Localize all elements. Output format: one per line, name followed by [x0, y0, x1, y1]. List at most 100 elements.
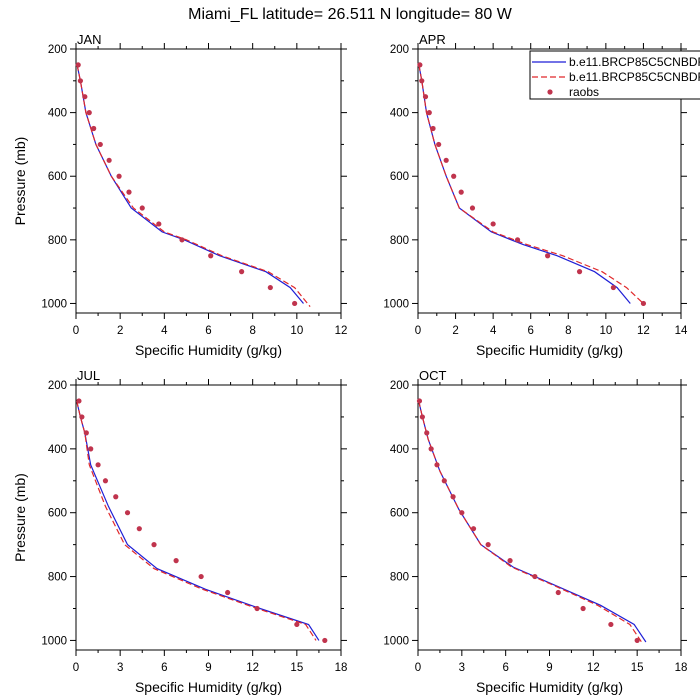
- y-tick-label: 400: [390, 108, 409, 120]
- legend-label: raobs: [569, 85, 599, 99]
- raobs-point: [173, 558, 179, 564]
- raobs-point: [608, 621, 614, 628]
- raobs-point: [136, 526, 142, 532]
- raobs-point: [139, 205, 145, 211]
- x-tick-label: 12: [587, 662, 600, 674]
- raobs-point: [156, 221, 162, 227]
- x-tick-label: 12: [637, 325, 650, 337]
- raobs-point: [116, 173, 122, 179]
- x-tick-label: 0: [73, 662, 79, 674]
- raobs-point: [459, 510, 465, 516]
- series-line-solid: [418, 64, 631, 304]
- raobs-point: [507, 558, 513, 564]
- panel-jan: JAN 0 2 4 6 8 10 12 200 400 600 800 1000 Specific Hum…: [12, 32, 347, 358]
- x-axis-label: Specific Humidity (g/kg): [135, 679, 282, 695]
- raobs-point: [441, 478, 447, 484]
- raobs-point: [555, 589, 561, 596]
- raobs-point: [422, 94, 429, 100]
- raobs-point: [576, 269, 583, 275]
- x-tick-label: 12: [246, 662, 259, 674]
- raobs-point: [88, 446, 94, 452]
- x-tick-label: 6: [161, 662, 167, 674]
- y-tick-label: 800: [390, 235, 409, 247]
- x-tick-label: 15: [290, 662, 303, 674]
- raobs-point: [126, 189, 132, 195]
- raobs-point: [634, 637, 640, 644]
- series-raobs: [75, 62, 298, 307]
- y-tick-label: 600: [390, 171, 409, 183]
- raobs-point: [106, 157, 112, 163]
- raobs-point: [416, 398, 423, 404]
- raobs-point: [490, 221, 496, 227]
- y-tick-label: 1000: [383, 635, 409, 647]
- plot-frame: [75, 48, 342, 314]
- raobs-point: [430, 125, 436, 132]
- series-line-solid: [76, 64, 304, 304]
- legend-label: b.e11.BRCP85C5CNBDRD: [569, 55, 700, 69]
- legend-box: [529, 50, 700, 100]
- y-tick-label: 400: [48, 444, 67, 456]
- raobs-point: [76, 398, 82, 404]
- x-tick-label: 8: [565, 325, 571, 337]
- y-tick-label: 400: [390, 444, 409, 456]
- panel-apr: APR 0 2 4 6 8 10 12 14 200 400 600 800 1000 Specific H…: [383, 32, 688, 358]
- x-tick-label: 8: [249, 325, 255, 337]
- x-tick-label: 4: [161, 325, 168, 337]
- raobs-point: [426, 110, 432, 116]
- raobs-point: [610, 284, 616, 291]
- raobs-point: [419, 78, 425, 84]
- y-tick-label: 200: [48, 380, 67, 392]
- plot-frame: [417, 384, 682, 651]
- raobs-point: [294, 621, 300, 628]
- x-axis-label: Specific Humidity (g/kg): [476, 342, 623, 358]
- raobs-point: [450, 494, 456, 500]
- raobs-point: [95, 462, 101, 468]
- raobs-point: [514, 237, 521, 243]
- raobs-point: [443, 157, 449, 163]
- x-tick-label: 10: [599, 325, 612, 337]
- raobs-point: [86, 110, 92, 116]
- x-tick-label: 9: [205, 662, 211, 674]
- y-tick-label: 200: [390, 44, 409, 56]
- raobs-point: [75, 62, 81, 68]
- raobs-point: [151, 542, 157, 548]
- raobs-point: [292, 300, 298, 307]
- series-raobs: [416, 398, 640, 644]
- y-tick-label: 1000: [383, 298, 409, 310]
- raobs-point: [198, 573, 204, 580]
- raobs-point: [254, 605, 260, 612]
- series-raobs: [76, 398, 328, 644]
- x-tick-label: 9: [546, 662, 552, 674]
- raobs-point: [77, 78, 84, 84]
- raobs-point: [208, 253, 214, 259]
- raobs-point: [419, 414, 425, 420]
- raobs-point: [102, 478, 109, 484]
- panel-jul: JUL 0 3 6 9 12 15 18 200 400 600 800 1000 Specific Hu…: [12, 368, 347, 695]
- raobs-point: [417, 62, 423, 68]
- x-tick-label: 0: [73, 325, 79, 337]
- x-tick-label: 2: [117, 325, 123, 337]
- series-raobs: [417, 62, 647, 307]
- x-tick-label: 4: [490, 325, 497, 337]
- raobs-point: [124, 510, 131, 516]
- y-tick-label: 600: [48, 508, 67, 520]
- legend-marker-dot: [547, 89, 553, 95]
- raobs-point: [113, 494, 119, 500]
- raobs-point: [436, 141, 442, 148]
- raobs-point: [428, 446, 434, 452]
- x-tick-label: 0: [415, 325, 421, 337]
- y-tick-label: 400: [48, 108, 67, 120]
- panel-title: APR: [419, 32, 446, 47]
- raobs-point: [532, 573, 538, 580]
- raobs-point: [451, 173, 457, 179]
- raobs-point: [434, 462, 440, 468]
- y-tick-label: 1000: [41, 298, 67, 310]
- y-tick-label: 1000: [41, 635, 67, 647]
- y-axis-label: Pressure (mb): [12, 473, 28, 562]
- legend: b.e11.BRCP85C5CNBDRDb.e11.BRCP85C5CNBDRD…: [529, 50, 700, 100]
- x-tick-label: 0: [415, 662, 421, 674]
- raobs-point: [82, 94, 88, 100]
- y-tick-label: 800: [48, 235, 67, 247]
- plot-frame: [75, 384, 342, 651]
